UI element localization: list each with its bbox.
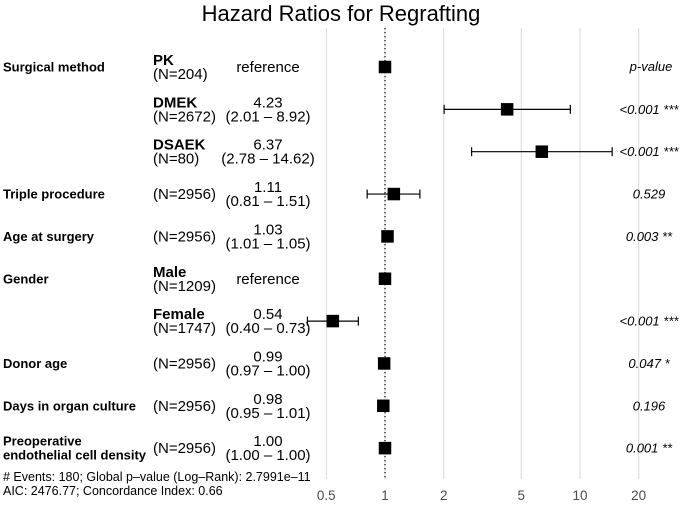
- row-estimate-label: reference: [236, 59, 299, 76]
- row-n-label: (N=2956): [153, 398, 216, 415]
- row-estimate-label: 0.54: [253, 306, 282, 323]
- row-n-label: (N=2956): [153, 228, 216, 245]
- row-n-label: (N=204): [153, 66, 208, 83]
- hr-marker: [377, 399, 390, 413]
- row-ci-label: (0.81 – 1.51): [225, 193, 310, 210]
- row-level-label: DMEK: [153, 94, 197, 111]
- chart-title: Hazard Ratios for Regrafting: [202, 1, 481, 26]
- row-estimate-label: 1.11: [254, 179, 282, 196]
- row-n-label: (N=2956): [153, 355, 216, 372]
- x-tick-label: 0.5: [317, 488, 336, 503]
- forest-row: Age at surgery (N=2956) 1.03(1.01 – 1.05) 0…: [3, 221, 673, 252]
- row-variable-label: Triple procedure: [3, 187, 105, 202]
- row-estimate-label: 1.00: [253, 433, 282, 450]
- x-tick-label: 20: [631, 488, 646, 503]
- row-ci-label: (2.78 – 14.62): [221, 151, 314, 168]
- row-pvalue: 0.001 **: [626, 441, 673, 456]
- row-variable-label: Gender: [3, 271, 49, 286]
- row-n-label: (N=80): [153, 151, 199, 168]
- x-axis-group: 0.5 1 2 5 10 20: [317, 488, 646, 503]
- x-tick-label: 2: [440, 488, 448, 503]
- forest-row: Donor age (N=2956) 0.99(0.97 – 1.00) 0.047 …: [3, 348, 671, 379]
- row-pvalue: 0.047 *: [628, 356, 670, 371]
- row-variable-label: Preoperative: [3, 434, 82, 449]
- forest-row: Triple procedure (N=2956) 1.11(0.81 – 1.51…: [3, 179, 665, 210]
- row-variable-label: Age at surgery: [3, 229, 95, 244]
- hr-marker: [387, 187, 401, 201]
- row-n-label: (N=1209): [153, 278, 216, 295]
- row-n-label: (N=2672): [153, 108, 216, 125]
- row-ci-label: (1.01 – 1.05): [225, 235, 310, 252]
- gridlines-group: [325, 28, 640, 479]
- row-pvalue: 0.003 **: [626, 229, 673, 244]
- row-n-label: (N=1747): [153, 320, 216, 337]
- row-ci-label: (0.95 – 1.01): [225, 405, 310, 422]
- hr-marker: [378, 272, 392, 285]
- hr-marker: [535, 145, 549, 158]
- forest-row: DMEK(N=2672) 4.23(2.01 – 8.92) <0.001 ***: [153, 94, 679, 125]
- hr-marker: [326, 314, 340, 328]
- row-ci-label: (2.01 – 8.92): [225, 108, 310, 125]
- forest-row: DSAEK(N=80) 6.37(2.78 – 14.62) <0.001 ***: [153, 137, 679, 168]
- footnote-line-2: AIC: 2476.77; Concordance Index: 0.66: [3, 484, 223, 498]
- forest-row: Female(N=1747) 0.54(0.40 – 0.73) <0.001 **…: [153, 306, 679, 337]
- row-pvalue: <0.001 ***: [620, 314, 680, 329]
- row-n-label: (N=2956): [153, 186, 216, 203]
- x-tick-label: 10: [572, 488, 587, 503]
- row-estimate-label: 0.99: [253, 348, 282, 365]
- row-estimate-label: 6.37: [253, 137, 282, 154]
- row-variable-label: endothelial cell density: [3, 448, 147, 463]
- row-level-label: Female: [153, 306, 205, 323]
- x-tick-label: 5: [518, 488, 526, 503]
- forest-row: Days in organ culture (N=2956) 0.98(0.95 –…: [3, 391, 666, 422]
- footnote-line-1: # Events: 180; Global p–value (Log–Rank)…: [3, 470, 311, 484]
- row-estimate-label: 1.03: [253, 221, 282, 238]
- pvalue-column-header: p-value: [629, 59, 673, 74]
- rows-group: Surgical method PK(N=204) referenceDMEK(N=…: [3, 52, 679, 464]
- row-estimate-label: reference: [236, 271, 299, 288]
- forest-row: Gender Male(N=1209) reference: [3, 264, 392, 295]
- row-level-label: Male: [153, 264, 186, 281]
- row-variable-label: Days in organ culture: [3, 398, 136, 413]
- row-estimate-label: 0.98: [253, 391, 282, 408]
- row-variable-label: Surgical method: [3, 60, 105, 75]
- hr-marker: [378, 60, 392, 74]
- row-ci-label: (0.97 – 1.00): [225, 362, 310, 379]
- row-n-label: (N=2956): [153, 440, 216, 457]
- row-ci-label: (0.40 – 0.73): [225, 320, 310, 337]
- row-pvalue: <0.001 ***: [620, 102, 680, 117]
- hr-marker: [500, 103, 514, 116]
- row-pvalue: <0.001 ***: [620, 144, 680, 159]
- row-estimate-label: 4.23: [253, 94, 282, 111]
- hr-marker: [378, 441, 392, 455]
- forest-row: Surgical method PK(N=204) reference: [3, 52, 392, 83]
- row-pvalue: 0.196: [633, 398, 666, 413]
- row-pvalue: 0.529: [633, 187, 666, 202]
- row-variable-label: Donor age: [3, 356, 67, 371]
- x-tick-label: 1: [381, 488, 389, 503]
- row-level-label: PK: [153, 52, 174, 69]
- row-level-label: DSAEK: [153, 137, 206, 154]
- hr-marker: [381, 230, 394, 243]
- hr-marker: [377, 357, 391, 370]
- row-ci-label: (1.00 – 1.00): [225, 447, 310, 464]
